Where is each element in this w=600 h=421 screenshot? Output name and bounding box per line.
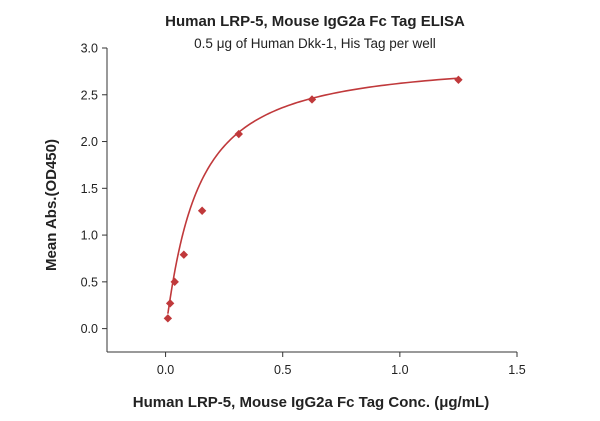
y-tick-label: 3.0 <box>81 42 98 56</box>
data-point <box>234 129 243 139</box>
fit-curve <box>167 77 459 314</box>
data-point <box>307 95 317 104</box>
y-axis-ticks: 0.0 0.5 1.0 1.5 2.0 2.5 3.0 <box>81 42 107 336</box>
data-point <box>454 75 463 85</box>
y-tick-label: 2.5 <box>81 88 98 102</box>
data-point <box>170 277 179 287</box>
y-axis-label: Mean Abs.(OD450) <box>43 139 60 271</box>
chart-title: Human LRP-5, Mouse IgG2a Fc Tag ELISA <box>165 13 465 30</box>
x-tick-label: 0.5 <box>274 363 291 377</box>
data-point <box>163 314 173 323</box>
y-tick-label: 0.5 <box>81 275 98 289</box>
data-point <box>165 299 175 308</box>
y-tick-label: 0.0 <box>81 322 98 336</box>
y-tick-label: 2.0 <box>81 135 98 149</box>
data-points <box>163 75 463 323</box>
x-tick-label: 1.5 <box>508 363 525 377</box>
x-tick-label: 1.0 <box>391 363 408 377</box>
y-tick-label: 1.5 <box>81 182 98 196</box>
data-point <box>179 250 189 259</box>
chart-subtitle: 0.5 μg of Human Dkk-1, His Tag per well <box>194 36 436 51</box>
y-tick-label: 1.0 <box>81 229 98 243</box>
data-point <box>197 206 207 215</box>
x-tick-label: 0.0 <box>157 363 174 377</box>
x-axis-ticks: 0.0 0.5 1.0 1.5 <box>157 352 526 377</box>
x-axis-label: Human LRP-5, Mouse IgG2a Fc Tag Conc. (μ… <box>133 394 489 411</box>
plot-area: 0.0 0.5 1.0 1.5 2.0 2.5 3.0 0.0 0.5 1.0 1.5 <box>81 42 526 378</box>
